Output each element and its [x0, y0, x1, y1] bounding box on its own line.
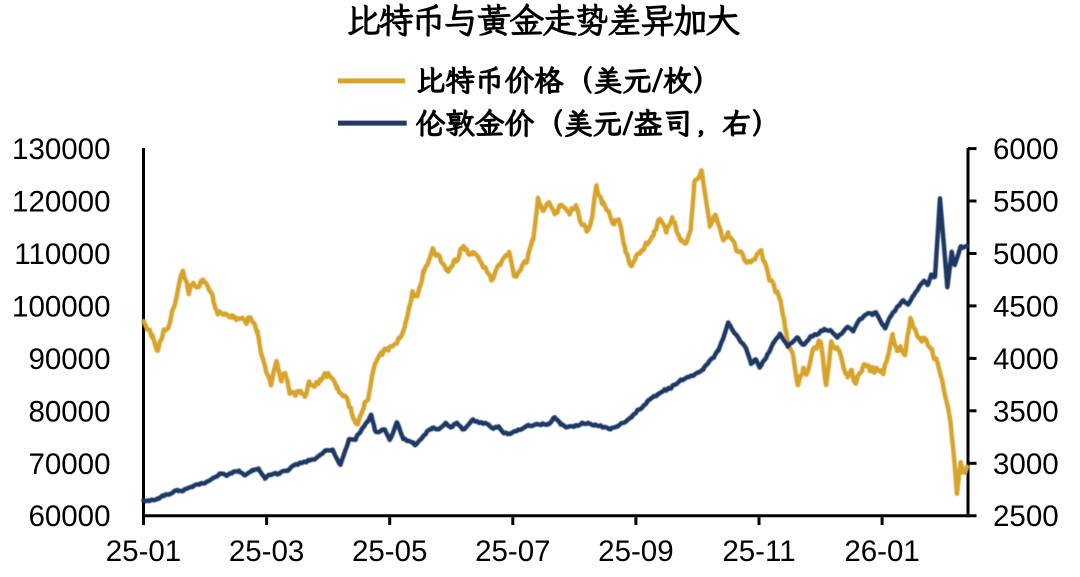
- svg-text:25-05: 25-05: [352, 535, 427, 568]
- svg-text:25-03: 25-03: [229, 535, 304, 568]
- svg-text:130000: 130000: [12, 133, 110, 166]
- svg-text:25-07: 25-07: [475, 535, 550, 568]
- svg-text:26-01: 26-01: [844, 535, 919, 568]
- svg-text:70000: 70000: [28, 448, 110, 481]
- svg-text:110000: 110000: [14, 238, 110, 271]
- svg-text:3500: 3500: [993, 395, 1059, 428]
- svg-text:3000: 3000: [993, 448, 1059, 481]
- svg-text:4000: 4000: [993, 343, 1059, 376]
- svg-text:25-09: 25-09: [598, 535, 673, 568]
- svg-text:25-01: 25-01: [106, 535, 181, 568]
- svg-text:90000: 90000: [28, 343, 110, 376]
- svg-text:100000: 100000: [12, 291, 110, 324]
- svg-text:5500: 5500: [993, 186, 1059, 219]
- svg-text:60000: 60000: [28, 500, 110, 533]
- svg-text:2500: 2500: [993, 500, 1059, 533]
- svg-text:25-11: 25-11: [722, 535, 795, 568]
- svg-text:80000: 80000: [28, 395, 110, 428]
- svg-text:5000: 5000: [993, 238, 1059, 271]
- svg-text:6000: 6000: [993, 133, 1059, 166]
- svg-text:120000: 120000: [12, 186, 110, 219]
- svg-text:4500: 4500: [993, 291, 1059, 324]
